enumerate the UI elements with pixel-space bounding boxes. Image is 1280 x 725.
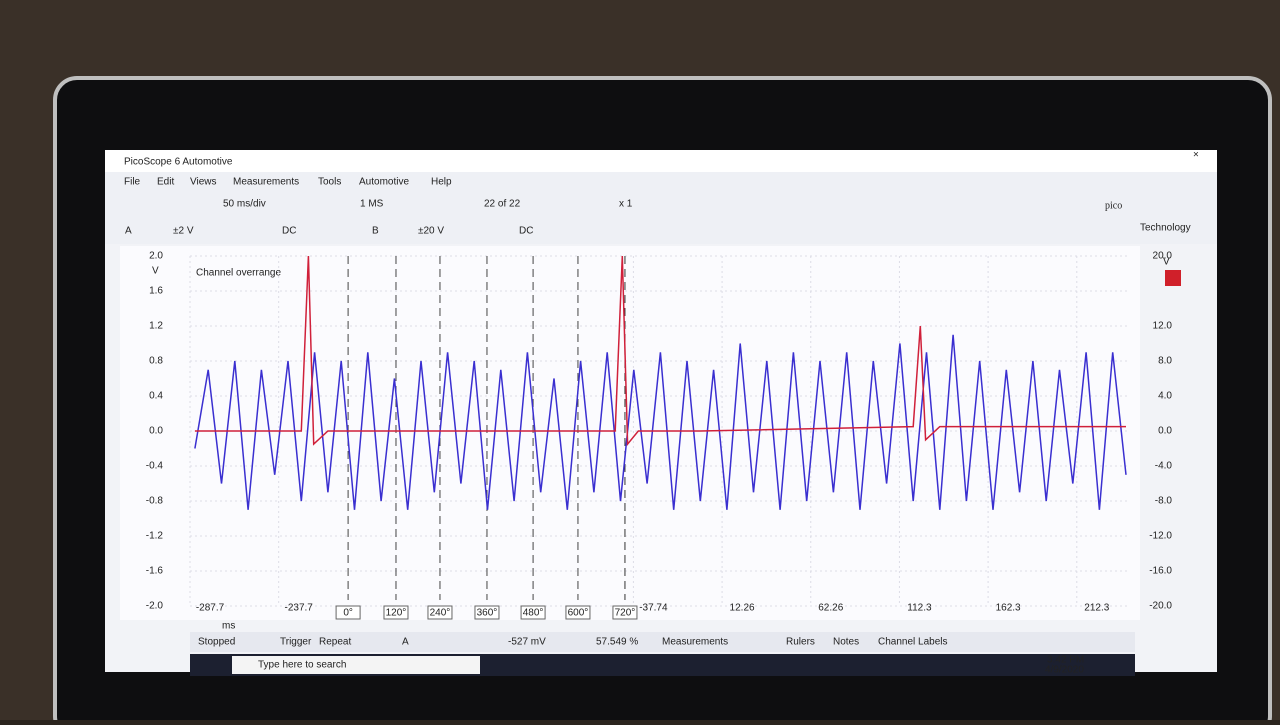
menu-item[interactable]: Views <box>190 177 217 188</box>
y-tick-label: -1.6 <box>146 566 164 577</box>
y2-tick-label: -16.0 <box>1149 566 1172 577</box>
ruler-label-box <box>612 605 638 620</box>
menu-item[interactable]: Tools <box>318 177 341 188</box>
y-tick-label: 2.0 <box>149 251 163 262</box>
y-tick-label: 0.8 <box>149 356 163 367</box>
overrange-icon[interactable] <box>1165 270 1181 286</box>
y-tick-label: 0.0 <box>149 426 163 437</box>
timebase[interactable]: 50 ms/div <box>223 199 266 210</box>
plot-area <box>120 246 1140 620</box>
range-a[interactable]: ±2 V <box>173 226 194 237</box>
x-tick-label: 12.26 <box>730 603 755 614</box>
status-item[interactable]: Stopped <box>198 637 235 648</box>
toolbar-area <box>105 172 1217 244</box>
status-items: Stopped Trigger Repeat A -527 mV 57.549 % Meas… <box>198 637 948 648</box>
status-item[interactable]: Rulers <box>786 637 815 648</box>
y2-tick-label: -4.0 <box>1155 461 1173 472</box>
menu-item[interactable]: Edit <box>157 177 174 188</box>
logo-sub: Technology <box>1140 223 1191 234</box>
x-tick-label: -37.74 <box>639 603 668 614</box>
y-tick-label: -2.0 <box>146 601 164 612</box>
menu-item[interactable]: Automotive <box>359 177 409 188</box>
y2-tick-label: 8.0 <box>1158 356 1172 367</box>
y2-tick-label: 20.0 <box>1153 251 1173 262</box>
x-tick-label: 162.3 <box>996 603 1021 614</box>
channel-b[interactable]: B <box>372 226 379 237</box>
ruler-label: 360° <box>477 608 498 619</box>
menu-item[interactable]: Measurements <box>233 177 299 188</box>
ruler-label: 120° <box>386 608 407 619</box>
status-item[interactable]: Trigger <box>280 637 312 648</box>
ruler-label-box <box>335 605 361 620</box>
x-axis-label: ms <box>222 621 235 632</box>
y2-tick-label: -20.0 <box>1149 601 1172 612</box>
close-button[interactable]: × <box>1193 150 1199 161</box>
ruler-label: 720° <box>615 608 636 619</box>
status-item[interactable]: Notes <box>833 637 859 648</box>
y2-tick-label: -8.0 <box>1155 496 1173 507</box>
y-tick-label: -0.8 <box>146 496 164 507</box>
series-line <box>194 255 1126 447</box>
y2-axis-label: V <box>1163 257 1170 268</box>
status-item[interactable]: Measurements <box>662 637 728 648</box>
zoom[interactable]: x 1 <box>619 199 633 210</box>
series-line <box>194 334 1127 510</box>
ruler-label-box <box>520 605 546 620</box>
coupling-b[interactable]: DC <box>519 226 533 237</box>
menu-item[interactable]: File <box>124 177 141 188</box>
logo: pico <box>1105 200 1122 211</box>
x-tick-label: -287.7 <box>196 603 225 614</box>
y2-tick-label: 0.0 <box>1158 426 1172 437</box>
ruler-label-box <box>565 605 591 620</box>
x-tick-label: 112.3 <box>907 603 932 614</box>
status-item[interactable]: A <box>402 637 409 648</box>
samples[interactable]: 1 MS <box>360 199 384 210</box>
ruler-label: 600° <box>568 608 589 619</box>
y-tick-label: -1.2 <box>146 531 164 542</box>
window-title: PicoScope 6 Automotive <box>124 157 233 168</box>
y2-tick-label: 4.0 <box>1158 391 1172 402</box>
x-tick-label: 212.3 <box>1084 603 1109 614</box>
x-tick-label: 62.26 <box>818 603 843 614</box>
ruler-label: 0° <box>343 608 353 619</box>
status-item[interactable]: -527 mV <box>508 637 546 648</box>
title-bar <box>105 150 1217 172</box>
y-tick-label: 0.4 <box>149 391 163 402</box>
status-item[interactable]: Channel Labels <box>878 637 948 648</box>
ruler-label-box <box>383 605 409 620</box>
y2-tick-label: 12.0 <box>1153 321 1173 332</box>
channel-a[interactable]: A <box>125 226 132 237</box>
range-b[interactable]: ±20 V <box>418 226 444 237</box>
ruler-label-box <box>474 605 500 620</box>
menu-item[interactable]: Help <box>431 177 452 188</box>
status-item[interactable]: 57.549 % <box>596 637 638 648</box>
status-item[interactable]: Repeat <box>319 637 351 648</box>
x-tick-label: -237.7 <box>284 603 313 614</box>
annotation: Channel overrange <box>196 268 281 279</box>
coupling-a[interactable]: DC <box>282 226 296 237</box>
y-tick-label: 1.6 <box>149 286 163 297</box>
ruler-label: 480° <box>523 608 544 619</box>
ruler-label: 240° <box>430 608 451 619</box>
clock-time: 3:42 PM <box>1047 655 1084 666</box>
buffer[interactable]: 22 of 22 <box>484 199 521 210</box>
search-box[interactable] <box>232 656 480 674</box>
search-text[interactable]: Type here to search <box>258 660 346 671</box>
menu-bar: File Edit Views Measurements Tools Automotive… <box>124 177 452 188</box>
y-axis-label: V <box>152 266 159 277</box>
y-tick-label: 1.2 <box>149 321 163 332</box>
status-bar <box>190 632 1135 652</box>
y2-tick-label: -12.0 <box>1149 531 1172 542</box>
y-tick-label: -0.4 <box>146 461 164 472</box>
ruler-label-box <box>427 605 453 620</box>
clock-date: 4/9/2020 <box>1045 665 1084 676</box>
